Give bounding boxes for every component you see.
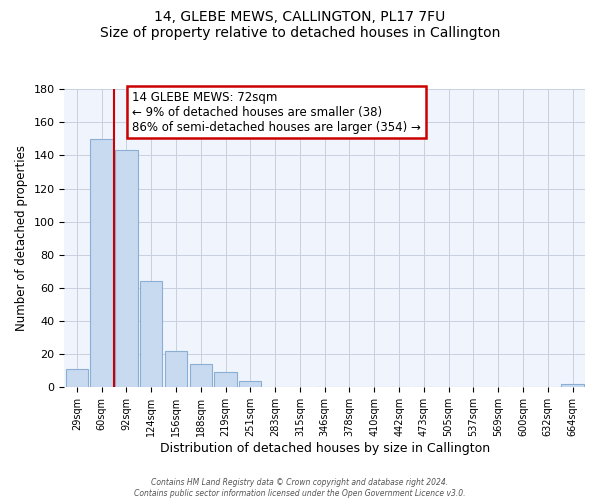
Bar (91, 139, 113, 388)
Bar (239, 380, 262, 388)
Text: 14 GLEBE MEWS: 72sqm
← 9% of detached houses are smaller (38)
86% of semi-detach: 14 GLEBE MEWS: 72sqm ← 9% of detached ho… (132, 90, 421, 134)
Text: 14, GLEBE MEWS, CALLINGTON, PL17 7FU
Size of property relative to detached house: 14, GLEBE MEWS, CALLINGTON, PL17 7FU Siz… (100, 10, 500, 40)
X-axis label: Distribution of detached houses by size in Callington: Distribution of detached houses by size … (160, 442, 490, 455)
Y-axis label: Number of detached properties: Number of detached properties (15, 146, 28, 332)
Bar (214, 372, 236, 388)
Text: Contains HM Land Registry data © Crown copyright and database right 2024.
Contai: Contains HM Land Registry data © Crown c… (134, 478, 466, 498)
Bar (562, 384, 584, 388)
Bar (65, 369, 88, 388)
Bar (115, 150, 137, 388)
Bar (190, 364, 212, 388)
Bar (140, 282, 163, 388)
Bar (165, 351, 187, 388)
